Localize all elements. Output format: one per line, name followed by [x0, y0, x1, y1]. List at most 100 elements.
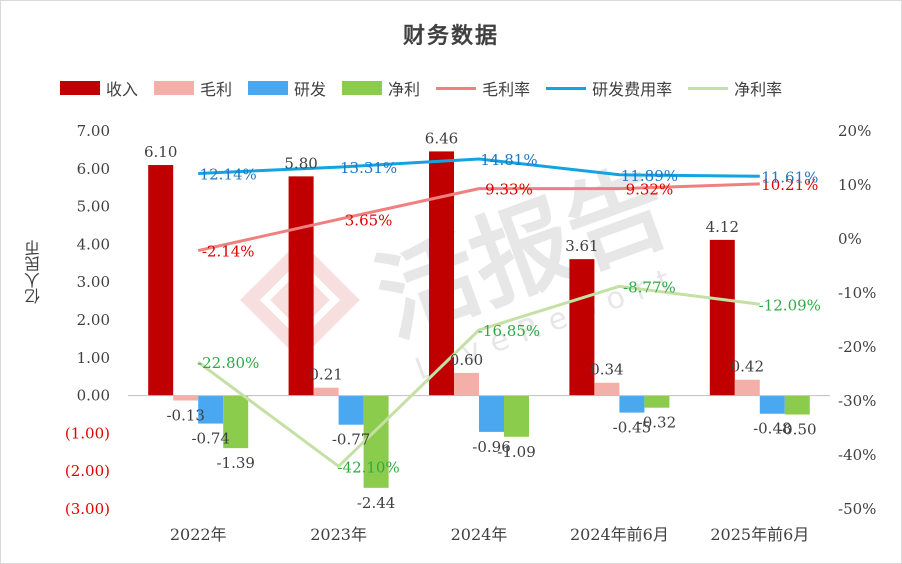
bar-3	[784, 395, 810, 415]
bar-1	[454, 372, 479, 396]
legend-label-gross-profit: 毛利	[200, 80, 233, 99]
bar-data-label: -1.09	[497, 443, 535, 461]
legend-item-rd-ratio: 研发费用率	[546, 76, 672, 100]
bar-0	[429, 151, 454, 396]
line-1	[198, 157, 760, 178]
bar-0	[709, 239, 735, 396]
bar-data-label: -0.48	[753, 420, 791, 438]
x-tick-label: 2025年前6月	[710, 525, 809, 544]
legend-item-gross-profit: 毛利	[154, 76, 232, 100]
legend-swatch-net-profit	[342, 81, 383, 95]
line-data-labels: -2.14% 3.65% 9.33% 9.32% 10.21% 12.14% 13.31% 1…	[197, 151, 821, 476]
x-axis: 2022年 2023年 2024年 2024年前6月 2025年前6月	[170, 525, 809, 544]
line-2	[197, 284, 760, 468]
legend-item-rd: 研发	[248, 76, 326, 100]
right-tick-label: -40%	[838, 446, 876, 464]
legend-swatch-rd-ratio	[546, 86, 587, 90]
legend-item-revenue: 收入	[60, 76, 138, 100]
line-data-label: -12.09%	[759, 296, 821, 314]
bar-data-label: 6.10	[144, 143, 177, 161]
bar-2	[479, 395, 504, 432]
legend-swatch-revenue	[60, 81, 100, 95]
bar-data-label: -2.44	[357, 494, 395, 512]
left-tick-label: 1.00	[77, 349, 110, 367]
bar-data-label: -0.96	[472, 438, 510, 456]
bar-data-label: 0.42	[731, 358, 764, 376]
left-tick-label: 2.00	[77, 311, 110, 329]
right-axis: 20% 10% 0% -10% -20% -30% -40% -50%	[838, 122, 876, 518]
x-tick-label: 2023年	[310, 525, 367, 544]
line-0	[197, 182, 760, 253]
right-tick-label: -20%	[838, 338, 876, 356]
left-tick-label: (3.00)	[65, 500, 110, 518]
bar-data-label: -0.13	[166, 407, 204, 425]
bar-data-label: -0.77	[332, 431, 370, 449]
legend-item-gross-margin: 毛利率	[436, 76, 530, 100]
bar-data-label: -0.32	[638, 414, 676, 432]
line-data-label: -42.10%	[337, 458, 399, 476]
bar-data-label: 4.12	[706, 218, 739, 236]
bar-data-label: 0.60	[450, 351, 483, 369]
left-tick-label: 7.00	[77, 122, 110, 140]
bar-data-label: -1.39	[216, 454, 254, 472]
bar-0	[569, 259, 595, 396]
right-tick-label: -30%	[838, 392, 876, 410]
bar-data-label: -0.74	[191, 430, 229, 448]
line-data-label: 9.32%	[626, 181, 674, 199]
legend-label-rd: 研发	[294, 80, 327, 99]
legend-swatch-net-margin	[688, 86, 729, 90]
bar-data-label: 0.34	[590, 361, 623, 379]
bar-3	[223, 395, 249, 449]
legend-label-revenue: 收入	[106, 80, 139, 99]
x-tick-label: 2022年	[170, 525, 227, 544]
bar-2	[759, 395, 785, 414]
bar-1	[173, 395, 199, 401]
bar-data-label: 5.80	[284, 154, 317, 172]
legend-label-net-profit: 净利	[388, 80, 421, 99]
legend-swatch-gross-profit	[154, 81, 195, 95]
left-tick-label: 0.00	[77, 387, 110, 405]
line-data-label: -16.85%	[478, 322, 540, 340]
line-data-label: 9.33%	[485, 181, 533, 199]
line-data-label: 10.21%	[761, 176, 818, 194]
line-data-label: 3.65%	[345, 211, 393, 229]
line-data-label: 11.89%	[621, 167, 678, 185]
right-tick-label: 20%	[838, 122, 871, 140]
bar-3	[504, 395, 529, 437]
bar-data-label: 0.21	[309, 366, 342, 384]
left-tick-label: 6.00	[77, 160, 110, 178]
left-tick-label: 4.00	[77, 235, 110, 253]
left-tick-label: (1.00)	[65, 424, 110, 442]
bar-data-label: -0.45	[613, 419, 651, 437]
bar-1	[734, 379, 760, 396]
bar-2	[198, 395, 224, 424]
right-tick-label: -50%	[838, 500, 876, 518]
x-tick-label: 2024年前6月	[570, 525, 669, 544]
bar-data-label: 3.61	[565, 237, 598, 255]
line-data-label: 14.81%	[480, 151, 537, 169]
right-tick-label: 0%	[838, 230, 862, 248]
bar-1	[313, 387, 339, 396]
bar-0	[148, 165, 174, 396]
bar-series	[148, 151, 810, 488]
right-tick-label: 10%	[838, 176, 871, 194]
legend-label-rd-ratio: 研发费用率	[592, 80, 673, 99]
left-axis: 7.00 6.00 5.00 4.00 3.00 2.00 1.00 0.00 (1.00) (2…	[65, 122, 110, 518]
bar-2	[619, 395, 645, 413]
legend-label-gross-margin: 毛利率	[482, 80, 531, 99]
legend-item-net-margin: 净利率	[688, 76, 782, 100]
x-tick-label: 2024年	[451, 525, 508, 544]
line-data-label: -8.77%	[623, 278, 676, 296]
right-tick-label: -10%	[838, 284, 876, 302]
line-series	[197, 157, 760, 468]
bar-2	[338, 395, 364, 425]
left-tick-label: 5.00	[77, 198, 110, 216]
line-data-label: 13.31%	[340, 159, 397, 177]
bar-data-labels: 6.10 5.80 6.46 3.61 4.12 -0.13 0.21 0.60 0.34 0.4…	[144, 129, 817, 511]
left-tick-label: (2.00)	[65, 462, 110, 480]
bar-3	[644, 395, 670, 408]
chart-title: 财务数据	[402, 23, 499, 49]
bar-1	[594, 382, 620, 396]
line-data-label: -22.80%	[197, 354, 259, 372]
